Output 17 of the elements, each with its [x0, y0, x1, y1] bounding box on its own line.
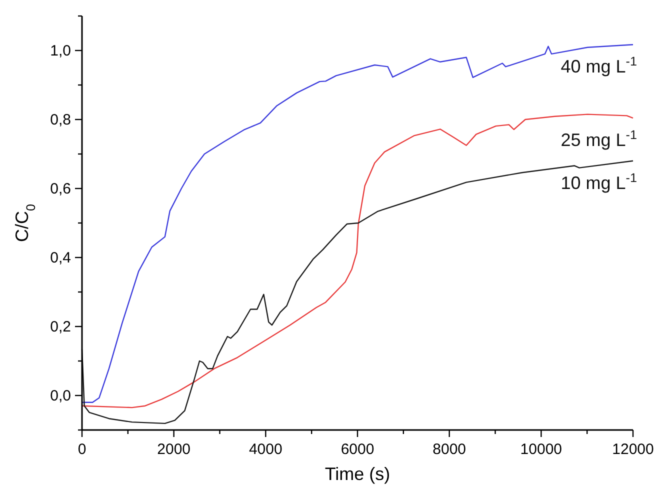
y-tick-label: 1,0 — [50, 42, 71, 60]
x-tick-label: 2000 — [157, 441, 191, 458]
x-tick-label: 10000 — [520, 441, 562, 458]
y-tick-label: 0,6 — [50, 180, 71, 198]
x-tick-label: 4000 — [248, 441, 282, 458]
x-tick-label: 12000 — [612, 441, 654, 458]
y-tick-label: 0,2 — [50, 318, 71, 336]
series-label: 25 mg L$^{-1}$ — [560, 128, 637, 150]
x-tick-label: 0 — [78, 441, 86, 458]
y-tick-label: 0,0 — [50, 388, 71, 404]
x-axis-title: Time (s) — [324, 464, 390, 484]
x-tick-label: 8000 — [432, 441, 466, 458]
series-label: 10 mg L$^{-1}$ — [560, 170, 637, 193]
series-label: 40 mg L$^{-1}$ — [560, 54, 637, 77]
x-tick-label: 6000 — [340, 441, 374, 458]
y-tick-label: 0,4 — [50, 250, 71, 266]
y-tick-label: 0,8 — [50, 112, 71, 128]
